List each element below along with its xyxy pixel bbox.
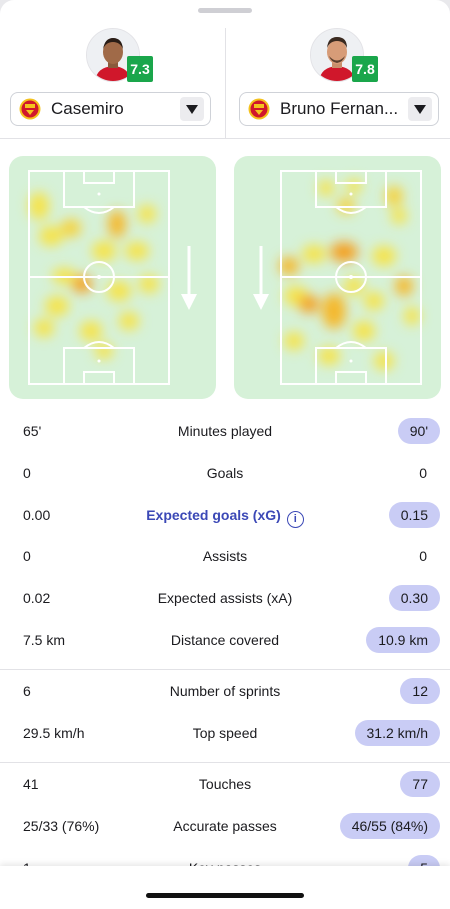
stat-right-value: 12: [400, 678, 440, 704]
player-name: Bruno Fernan...: [280, 99, 399, 118]
section-divider: [0, 762, 450, 763]
stat-row-minutes-played: 65' Minutes played 90': [0, 416, 450, 446]
chevron-down-icon[interactable]: [408, 97, 432, 121]
stat-label: Distance covered: [170, 632, 280, 648]
bottom-bar: [0, 866, 450, 909]
player-divider: [225, 28, 226, 138]
stat-left-value: 0: [23, 548, 31, 564]
stat-left-value: 7.5 km: [23, 632, 66, 648]
arrow-down-icon: [253, 246, 269, 310]
player-rating-badge: 7.8: [352, 56, 378, 82]
stat-label: Number of sprints: [169, 683, 281, 699]
chevron-down-icon[interactable]: [180, 97, 204, 121]
stat-label: Assists: [202, 548, 248, 564]
player-2-selector[interactable]: Bruno Fernan...: [239, 92, 439, 126]
manchester-united-crest-icon: [19, 98, 41, 120]
arrow-down-icon: [181, 246, 197, 310]
player-1-header: 7.3 Casemiro: [0, 26, 225, 136]
stat-left-value: 29.5 km/h: [23, 725, 85, 741]
stat-left-value: 0.02: [23, 590, 51, 606]
stat-row-expected-goals: 0.00 Expected goals (xG) i 0.15: [0, 500, 450, 530]
stat-label: Minutes played: [177, 423, 273, 439]
stat-left-value: 0.00: [23, 507, 51, 523]
stat-right-value: 0: [419, 548, 427, 564]
stat-right-value: 90': [397, 418, 440, 444]
section-divider: [0, 669, 450, 670]
player-name: Casemiro: [51, 99, 124, 118]
section-divider: [0, 138, 450, 139]
stat-label: Goals: [206, 465, 244, 481]
stat-right-value: 31.2 km/h: [354, 720, 440, 746]
stat-row-expected-assists: 0.02 Expected assists (xA) 0.30: [0, 583, 450, 613]
sheet-grabber[interactable]: [198, 8, 252, 13]
player-2-heatmap: [234, 156, 441, 399]
stat-row-top-speed: 29.5 km/h Top speed 31.2 km/h: [0, 718, 450, 748]
info-icon[interactable]: i: [286, 511, 304, 528]
home-indicator[interactable]: [146, 893, 304, 898]
player-1-heatmap: [9, 156, 216, 399]
manchester-united-crest-icon: [248, 98, 270, 120]
xg-info-link[interactable]: Expected goals (xG): [146, 507, 281, 523]
stat-row-distance-covered: 7.5 km Distance covered 10.9 km: [0, 625, 450, 655]
stat-left-value: 6: [23, 683, 31, 699]
stat-label: Expected assists (xA): [157, 590, 293, 606]
stat-label-wrap: Expected goals (xG) i: [0, 500, 450, 530]
stat-left-value: 41: [23, 776, 39, 792]
stat-row-goals: 0 Goals 0: [0, 458, 450, 488]
stat-row-touches: 41 Touches 77: [0, 769, 450, 799]
stat-right-value: 10.9 km: [366, 627, 440, 653]
stat-row-accurate-passes: 25/33 (76%) Accurate passes 46/55 (84%): [0, 811, 450, 841]
stat-left-value: 65': [23, 423, 42, 439]
stat-left-value: 25/33 (76%): [23, 818, 100, 834]
stat-label: Accurate passes: [173, 818, 277, 834]
stat-right-value: 46/55 (84%): [339, 813, 440, 839]
stat-row-assists: 0 Assists 0: [0, 541, 450, 571]
player-1-selector[interactable]: Casemiro: [10, 92, 211, 126]
stat-right-value: 0.30: [388, 585, 440, 611]
stat-label: Touches: [198, 776, 252, 792]
stat-right-value: 77: [400, 771, 440, 797]
stat-left-value: 0: [23, 465, 31, 481]
stat-label: Top speed: [192, 725, 258, 741]
player-rating-badge: 7.3: [127, 56, 153, 82]
player-2-header: 7.8 Bruno Fernan...: [225, 26, 450, 136]
stat-row-number-of-sprints: 6 Number of sprints 12: [0, 676, 450, 706]
stat-right-value: 0: [419, 465, 427, 481]
stat-right-value: 0.15: [388, 502, 440, 528]
